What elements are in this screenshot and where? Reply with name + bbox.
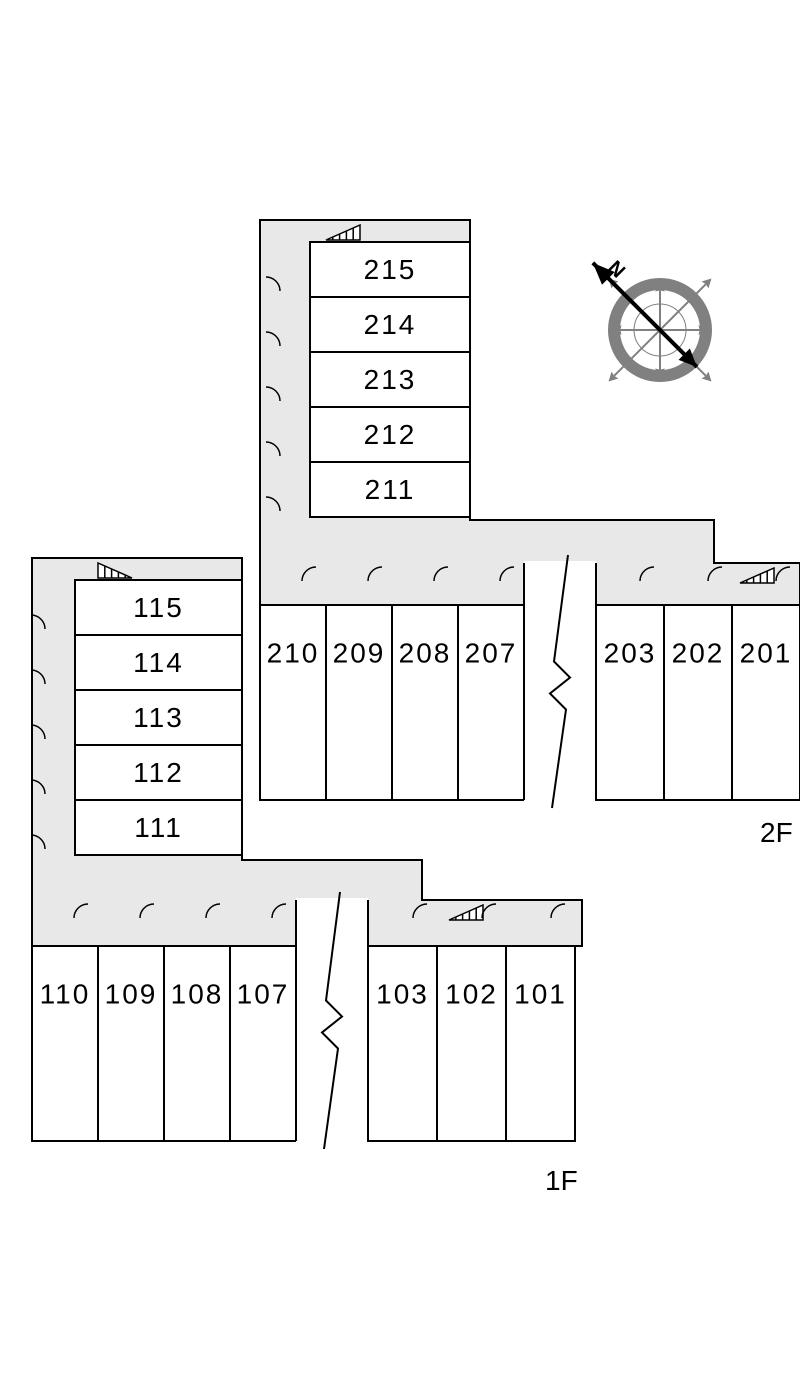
room-label: 111 xyxy=(134,812,183,843)
floor-label: 2F xyxy=(760,817,793,848)
room-label: 113 xyxy=(133,702,184,733)
room-label: 203 xyxy=(604,637,657,668)
room-207 xyxy=(458,605,524,800)
room-103 xyxy=(368,946,437,1141)
room-label: 213 xyxy=(364,364,417,395)
room-label: 103 xyxy=(376,978,429,1009)
floor-label: 1F xyxy=(545,1165,578,1196)
room-210 xyxy=(260,605,326,800)
room-label: 207 xyxy=(465,637,518,668)
room-label: 212 xyxy=(364,419,417,450)
room-label: 101 xyxy=(514,978,567,1009)
room-label: 108 xyxy=(171,978,224,1009)
room-label: 208 xyxy=(399,637,452,668)
room-label: 107 xyxy=(237,978,290,1009)
room-label: 109 xyxy=(105,978,158,1009)
floor-plan-diagram: 215 214 213 212 211 210 209 208 207 203 202 201 2F 11… xyxy=(0,0,800,1381)
room-label: 115 xyxy=(133,592,184,623)
room-label: 114 xyxy=(133,647,184,678)
room-label: 202 xyxy=(672,637,725,668)
room-102 xyxy=(437,946,506,1141)
room-label: 110 xyxy=(40,978,91,1009)
room-108 xyxy=(164,946,230,1141)
room-208 xyxy=(392,605,458,800)
room-label: 211 xyxy=(365,474,416,505)
room-label: 215 xyxy=(364,254,417,285)
room-109 xyxy=(98,946,164,1141)
room-201 xyxy=(732,605,800,800)
room-101 xyxy=(506,946,575,1141)
room-label: 214 xyxy=(364,309,417,340)
room-label: 210 xyxy=(267,637,320,668)
room-107 xyxy=(230,946,296,1141)
room-label: 102 xyxy=(445,978,498,1009)
room-label: 209 xyxy=(333,637,386,668)
room-110 xyxy=(32,946,98,1141)
room-label: 112 xyxy=(133,757,184,788)
room-label: 201 xyxy=(740,637,793,668)
room-202 xyxy=(664,605,732,800)
room-209 xyxy=(326,605,392,800)
room-203 xyxy=(596,605,664,800)
